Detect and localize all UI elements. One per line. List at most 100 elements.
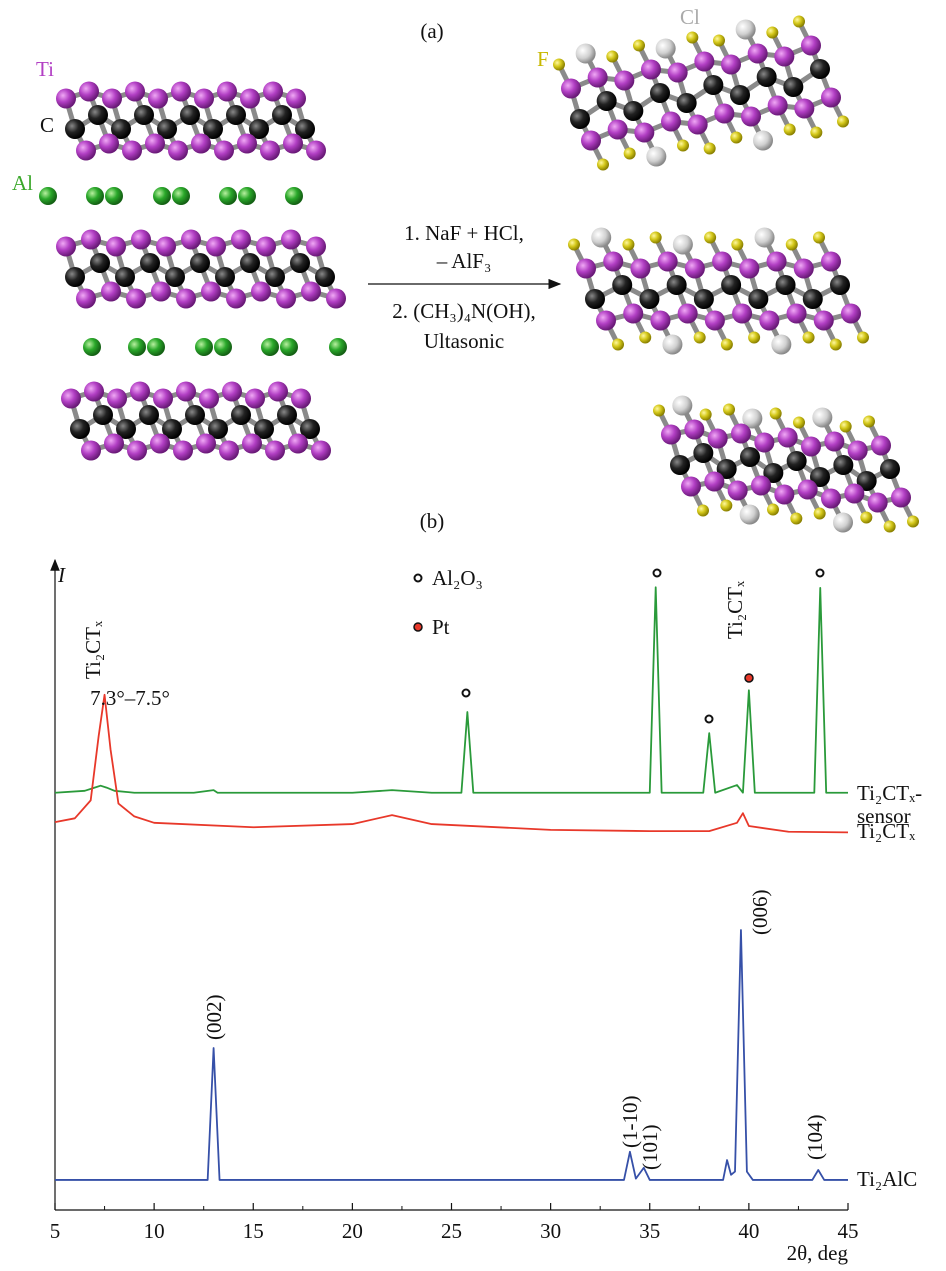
atom-al	[86, 187, 104, 205]
atom	[742, 408, 763, 429]
atom	[833, 512, 853, 533]
atom-c	[802, 289, 823, 309]
structures	[39, 15, 919, 533]
reaction-step: Ultasonic	[424, 329, 504, 353]
atom-ti	[107, 388, 127, 409]
atom-ti	[201, 281, 221, 302]
atom-ti	[786, 303, 807, 324]
reaction-step: 2. (CH₃)₄N(OH),	[392, 299, 536, 323]
atom-ti	[104, 433, 124, 454]
atom	[769, 407, 782, 420]
atom-ti	[263, 81, 283, 102]
panel-b-title: (b)	[420, 509, 445, 533]
atom-ti	[634, 122, 655, 143]
atom-ti	[181, 229, 201, 250]
atom	[703, 142, 716, 155]
atom-ti	[821, 87, 841, 108]
atom-ti	[256, 236, 276, 257]
atom-ti	[148, 88, 168, 109]
annotation: Ti₂CTₓ	[81, 620, 105, 679]
atom-c	[300, 419, 320, 439]
series-label: Ti₂CTₓ-sensor	[857, 781, 923, 828]
atom-c	[162, 419, 182, 439]
atom-c	[315, 267, 335, 287]
atom-al	[238, 187, 256, 205]
atom-ti	[561, 78, 581, 99]
atom	[810, 126, 823, 139]
atom-ti	[844, 483, 865, 504]
atom	[575, 43, 596, 64]
atom-c	[157, 119, 177, 139]
atom-ti	[81, 440, 101, 461]
atom-ti	[797, 479, 818, 500]
atom-c	[116, 419, 136, 439]
atom	[735, 19, 756, 40]
legend-label: Pt	[432, 615, 450, 639]
atom-c	[833, 455, 854, 475]
plot: 5 10 15 20 25 30 35 40 45 Al₂O₃ Pt Ti₂CTₓ 7.3°–7.5° T…	[50, 558, 859, 1243]
atom-ti	[102, 88, 122, 109]
atom-c	[140, 253, 160, 273]
atom-al	[128, 338, 146, 356]
atom-ti	[603, 251, 624, 272]
atom-ti	[667, 62, 688, 83]
atom-ti	[288, 433, 308, 454]
atom-c	[240, 253, 260, 273]
atom-c	[265, 267, 285, 287]
atom-ti	[694, 51, 715, 72]
legend-marker	[413, 622, 423, 632]
atom-ti	[206, 236, 226, 257]
atom	[672, 395, 693, 416]
atom-al	[329, 338, 347, 356]
atom-ti	[130, 381, 150, 402]
atom	[693, 331, 706, 344]
atom-c	[703, 75, 724, 95]
atom-ti	[727, 480, 748, 501]
atom-ti	[793, 258, 814, 279]
atom	[639, 331, 652, 344]
atom	[793, 416, 805, 429]
atom-c	[693, 443, 714, 463]
atom	[863, 415, 875, 428]
x-tick-label: 20	[342, 1219, 363, 1243]
atom-ti	[774, 484, 795, 505]
atom-c	[231, 405, 251, 425]
atom-ti	[217, 81, 237, 102]
atom-ti	[821, 251, 841, 272]
atom-ti	[587, 67, 608, 88]
atom	[754, 227, 775, 248]
atom-ti	[122, 140, 142, 161]
atom	[597, 158, 609, 171]
atom-ti	[607, 119, 628, 140]
atom-ti	[306, 236, 326, 257]
atom-ti	[226, 288, 246, 309]
atom-ti	[754, 432, 775, 453]
annotation: (1-10)	[618, 1096, 642, 1148]
atom	[713, 34, 725, 47]
atom-c	[226, 105, 246, 125]
atom-ti	[813, 310, 834, 331]
atom-ti	[76, 140, 96, 161]
atom-ti	[56, 88, 76, 109]
atom-ti	[581, 130, 601, 151]
atom	[591, 227, 612, 248]
atom	[612, 338, 624, 351]
atom-c	[585, 289, 605, 309]
atom-ti	[151, 281, 171, 302]
atom-c	[65, 267, 85, 287]
atom-al	[219, 187, 237, 205]
atom-ti	[240, 88, 260, 109]
atom	[677, 139, 689, 152]
atom-c	[65, 119, 85, 139]
ti-label: Ti	[36, 57, 54, 81]
atom-c	[650, 83, 670, 103]
atom-al	[261, 338, 279, 356]
series-line	[54, 586, 848, 794]
series-label: Ti₂AlC	[857, 1167, 918, 1191]
atom-c	[570, 109, 590, 129]
atom	[553, 58, 565, 71]
atom-ti	[326, 288, 346, 309]
atom	[686, 31, 699, 44]
atom-ti	[145, 133, 165, 154]
